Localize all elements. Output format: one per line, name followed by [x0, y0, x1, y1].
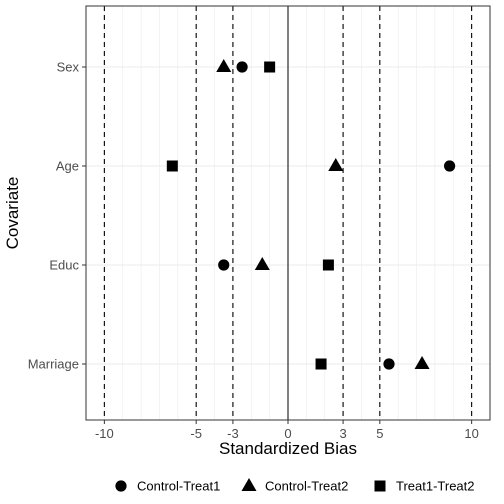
point-square-sex	[264, 61, 276, 73]
point-square-educ	[322, 259, 334, 271]
point-triangle-educ	[254, 256, 270, 270]
x-tick-label: 5	[376, 426, 383, 441]
point-circle-sex	[236, 61, 248, 73]
point-triangle-sex	[216, 58, 232, 72]
legend-circle-icon	[115, 480, 127, 492]
legend-item: Control-Treat2	[241, 477, 348, 494]
x-axis-ticks: -10 -5 -3 0 3 5 10	[95, 420, 479, 441]
point-circle-marriage	[383, 358, 395, 370]
legend-item: Control-Treat1	[115, 479, 220, 494]
point-circle-educ	[218, 259, 230, 271]
y-tick-label: Sex	[57, 60, 80, 75]
reference-lines	[103, 6, 473, 420]
legend-label: Treat1-Treat2	[396, 479, 475, 494]
legend-square-icon	[374, 480, 386, 492]
y-axis-title: Covariate	[3, 177, 22, 250]
legend-triangle-icon	[241, 477, 257, 491]
point-square-marriage	[315, 358, 327, 370]
x-tick-label: -10	[95, 426, 114, 441]
y-tick-label: Educ	[49, 258, 79, 273]
legend-item: Treat1-Treat2	[374, 479, 475, 494]
point-circle-age	[444, 160, 456, 172]
point-triangle-age	[328, 157, 344, 171]
x-tick-label: -5	[190, 426, 202, 441]
y-tick-label: Marriage	[28, 357, 79, 372]
x-axis-title: Standardized Bias	[219, 439, 357, 458]
x-tick-label: -3	[227, 426, 239, 441]
data-points	[166, 58, 456, 370]
y-tick-label: Age	[56, 159, 79, 174]
legend-label: Control-Treat1	[137, 479, 220, 494]
point-square-age	[166, 160, 178, 172]
point-triangle-marriage	[414, 355, 430, 369]
legend: Control-Treat1 Control-Treat2 Treat1-Treat…	[115, 477, 475, 494]
x-tick-label: 10	[464, 426, 478, 441]
legend-label: Control-Treat2	[265, 479, 348, 494]
y-axis-ticks: Sex Age Educ Marriage	[28, 60, 86, 372]
x-tick-label: 0	[284, 426, 291, 441]
x-tick-label: 3	[339, 426, 346, 441]
